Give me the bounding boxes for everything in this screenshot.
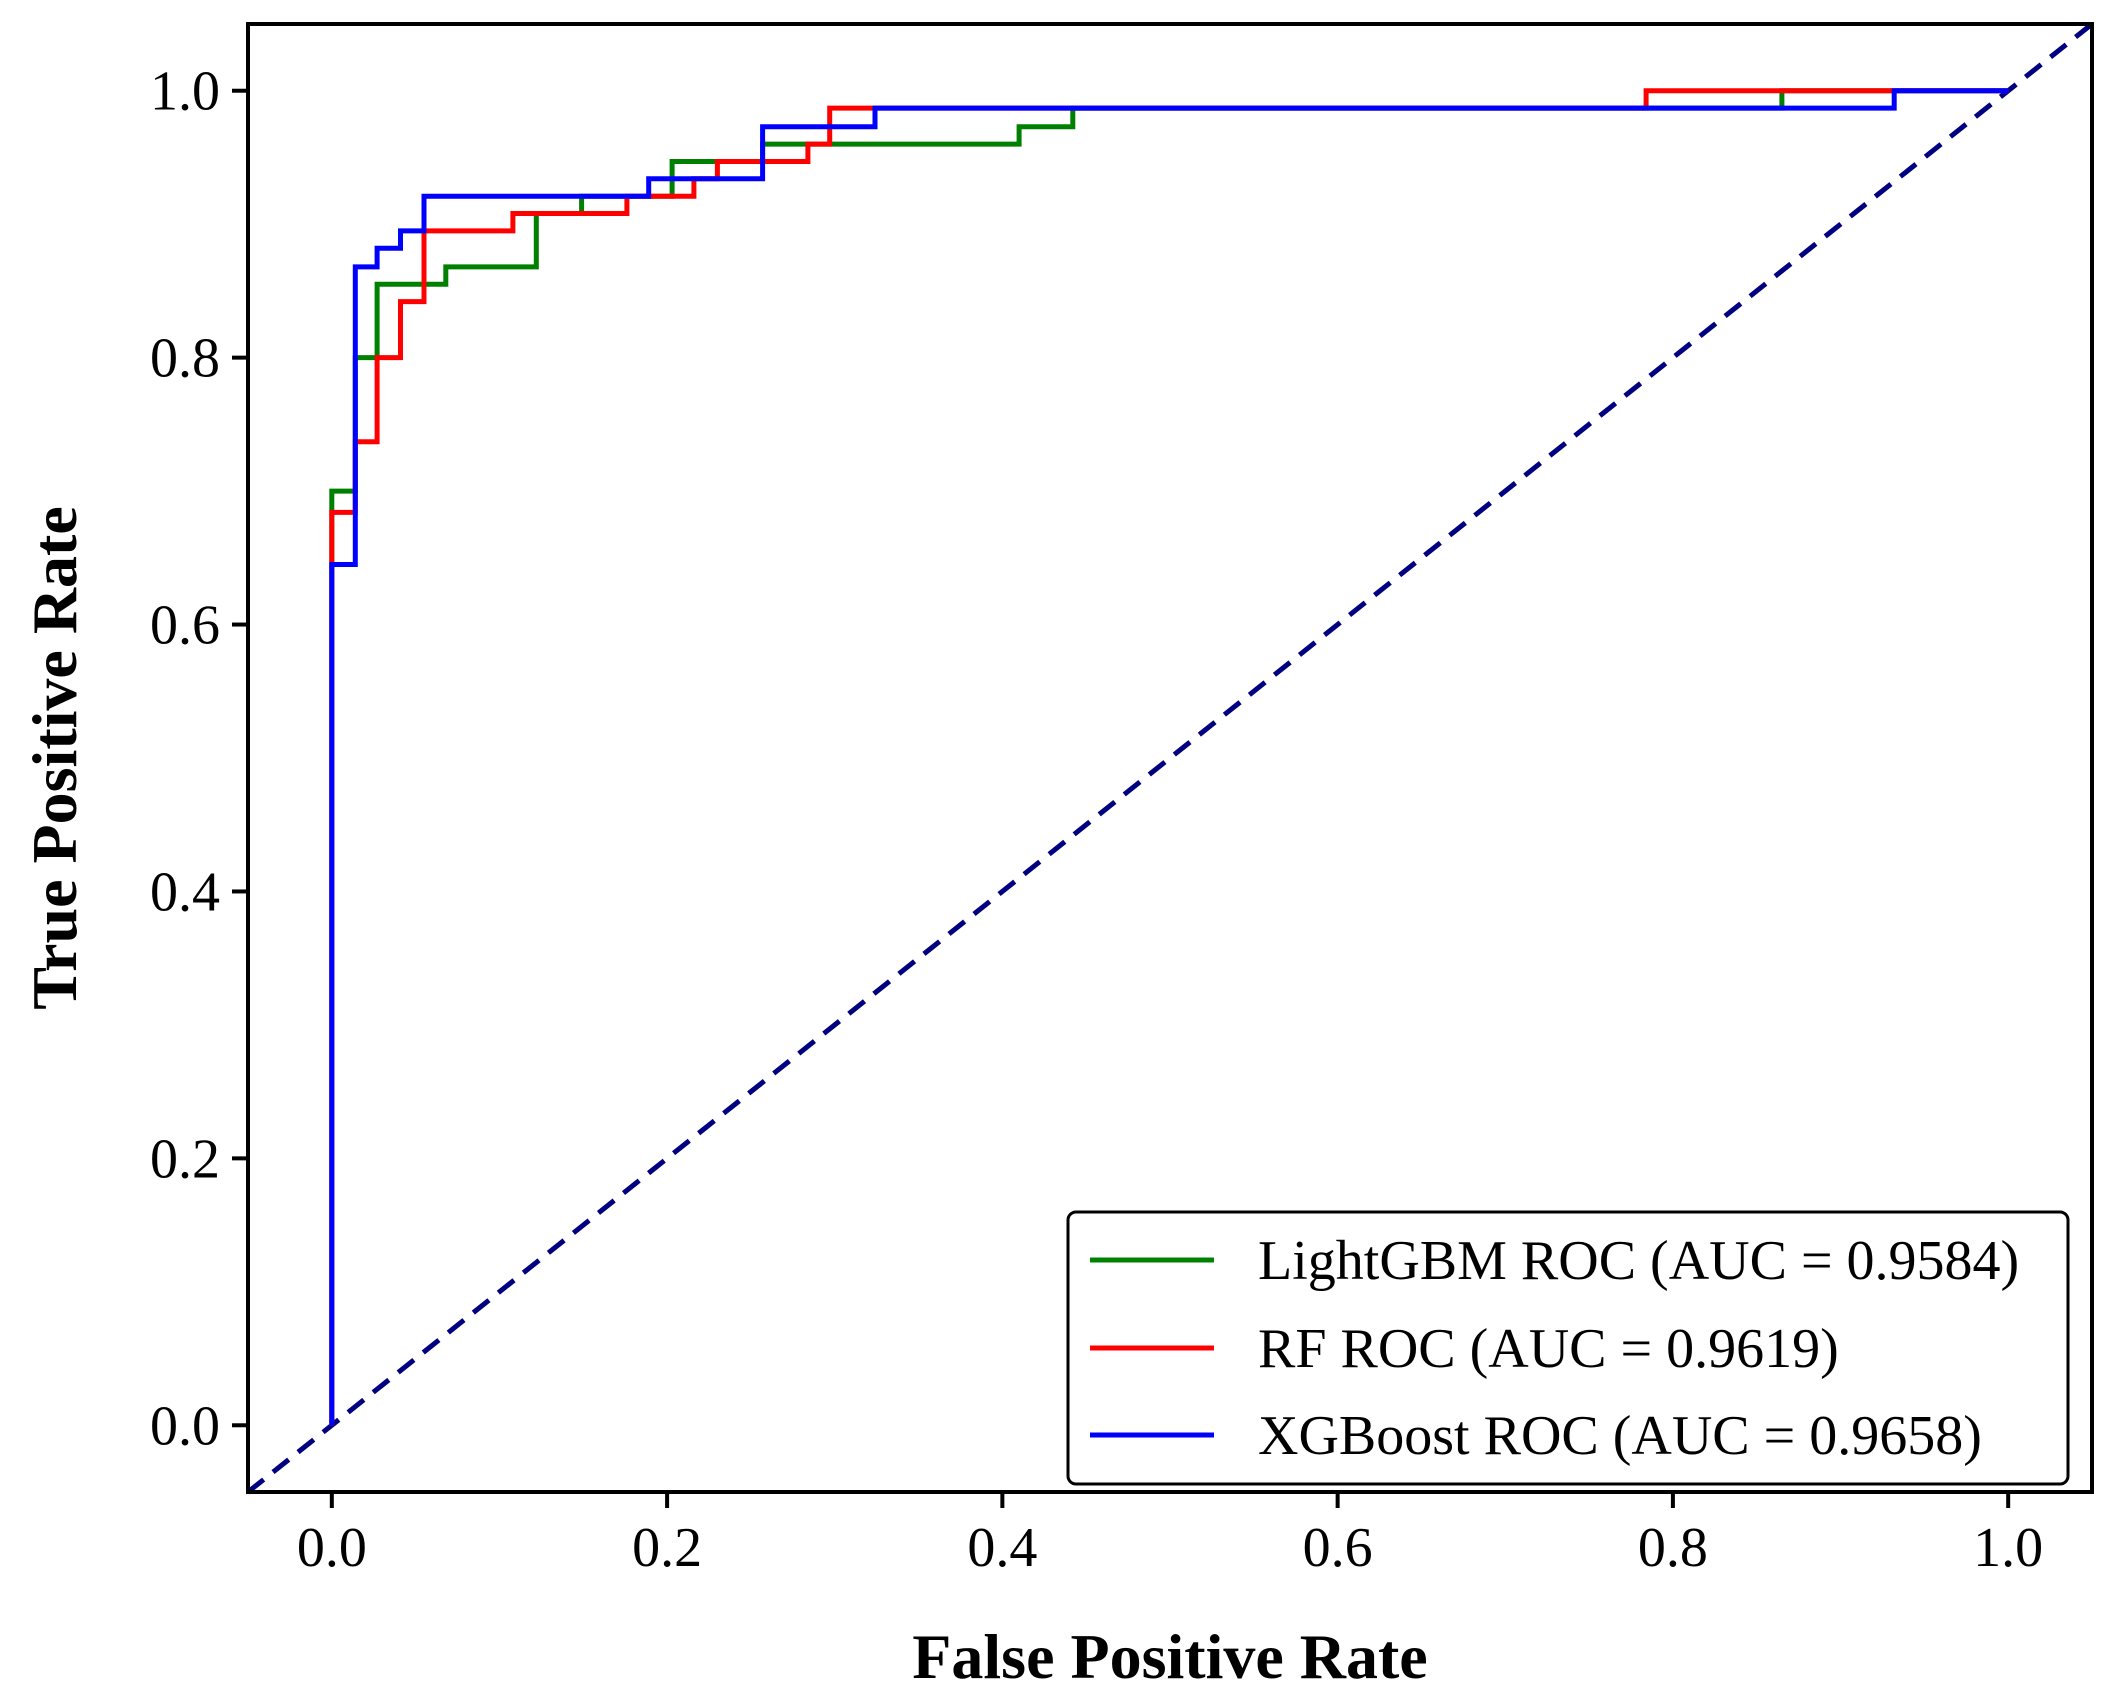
roc-curve-rf — [329, 88, 2009, 1426]
legend-label-xgboost: XGBoost ROC (AUC = 0.9658) — [1258, 1405, 1982, 1467]
x-tick-label: 0.4 — [967, 1517, 1037, 1579]
legend-label-rf: RF ROC (AUC = 0.9619) — [1258, 1318, 1839, 1380]
x-tick-label: 0.8 — [1638, 1517, 1708, 1579]
x-axis: 0.0 0.2 0.4 0.6 0.8 1.0 — [297, 1492, 2043, 1579]
legend: LightGBM ROC (AUC = 0.9584) RF ROC (AUC … — [1066, 1210, 2070, 1486]
x-tick-label: 1.0 — [1973, 1517, 2043, 1579]
plot-area-frame — [246, 22, 2094, 1494]
legend-box — [1066, 1210, 2070, 1486]
roc-curve-xgboost — [329, 88, 2009, 1426]
y-tick-label: 0.2 — [150, 1128, 220, 1190]
x-tick-label: 0.0 — [297, 1517, 367, 1579]
y-tick-label: 1.0 — [150, 61, 220, 123]
x-axis-title: False Positive Rate — [912, 1621, 1427, 1692]
chance-diagonal — [246, 22, 2094, 1494]
y-tick-label: 0.0 — [150, 1395, 220, 1457]
roc-curve-lightgbm — [329, 88, 2009, 1426]
plot-layer — [246, 22, 2094, 1494]
legend-label-lightgbm: LightGBM ROC (AUC = 0.9584) — [1258, 1230, 2019, 1292]
y-tick-label: 0.4 — [150, 861, 220, 923]
y-axis-title: True Positive Rate — [19, 506, 90, 1010]
y-tick-label: 0.8 — [150, 328, 220, 390]
x-tick-label: 0.2 — [632, 1517, 702, 1579]
x-tick-label: 0.6 — [1303, 1517, 1373, 1579]
y-tick-label: 0.6 — [150, 595, 220, 657]
y-axis: 0.0 0.2 0.4 0.6 0.8 1.0 — [150, 61, 248, 1457]
